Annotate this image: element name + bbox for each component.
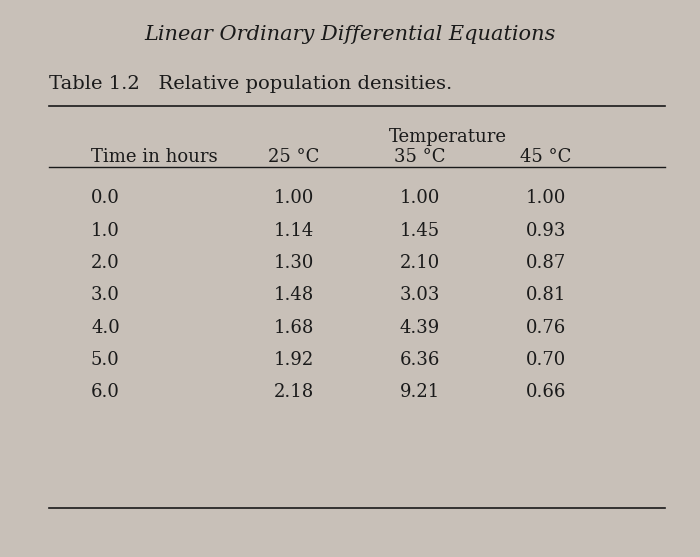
- Text: Table 1.2   Relative population densities.: Table 1.2 Relative population densities.: [49, 75, 452, 93]
- Text: 2.18: 2.18: [274, 383, 314, 401]
- Text: 2.10: 2.10: [400, 254, 440, 272]
- Text: 3.0: 3.0: [91, 286, 120, 304]
- Text: 45 °C: 45 °C: [520, 148, 572, 165]
- Text: 0.81: 0.81: [526, 286, 566, 304]
- Text: 1.14: 1.14: [274, 222, 314, 240]
- Text: 1.48: 1.48: [274, 286, 314, 304]
- Text: 1.00: 1.00: [526, 189, 566, 207]
- Text: 6.36: 6.36: [400, 351, 440, 369]
- Text: Temperature: Temperature: [389, 128, 507, 146]
- Text: 25 °C: 25 °C: [268, 148, 320, 165]
- Text: Time in hours: Time in hours: [91, 148, 218, 165]
- Text: 2.0: 2.0: [91, 254, 120, 272]
- Text: 6.0: 6.0: [91, 383, 120, 401]
- Text: 35 °C: 35 °C: [394, 148, 446, 165]
- Text: 1.00: 1.00: [274, 189, 314, 207]
- Text: Linear Ordinary Differential Equations: Linear Ordinary Differential Equations: [144, 25, 556, 44]
- Text: 0.87: 0.87: [526, 254, 566, 272]
- Text: 5.0: 5.0: [91, 351, 120, 369]
- Text: 4.0: 4.0: [91, 319, 120, 336]
- Text: 0.0: 0.0: [91, 189, 120, 207]
- Text: 1.45: 1.45: [400, 222, 440, 240]
- Text: 3.03: 3.03: [400, 286, 440, 304]
- Text: 0.66: 0.66: [526, 383, 566, 401]
- Text: 0.70: 0.70: [526, 351, 566, 369]
- Text: 0.76: 0.76: [526, 319, 566, 336]
- Text: 4.39: 4.39: [400, 319, 440, 336]
- Text: 9.21: 9.21: [400, 383, 440, 401]
- Text: 1.30: 1.30: [274, 254, 314, 272]
- Text: 0.93: 0.93: [526, 222, 566, 240]
- Text: 1.0: 1.0: [91, 222, 120, 240]
- Text: 1.00: 1.00: [400, 189, 440, 207]
- Text: 1.68: 1.68: [274, 319, 314, 336]
- Text: 1.92: 1.92: [274, 351, 314, 369]
